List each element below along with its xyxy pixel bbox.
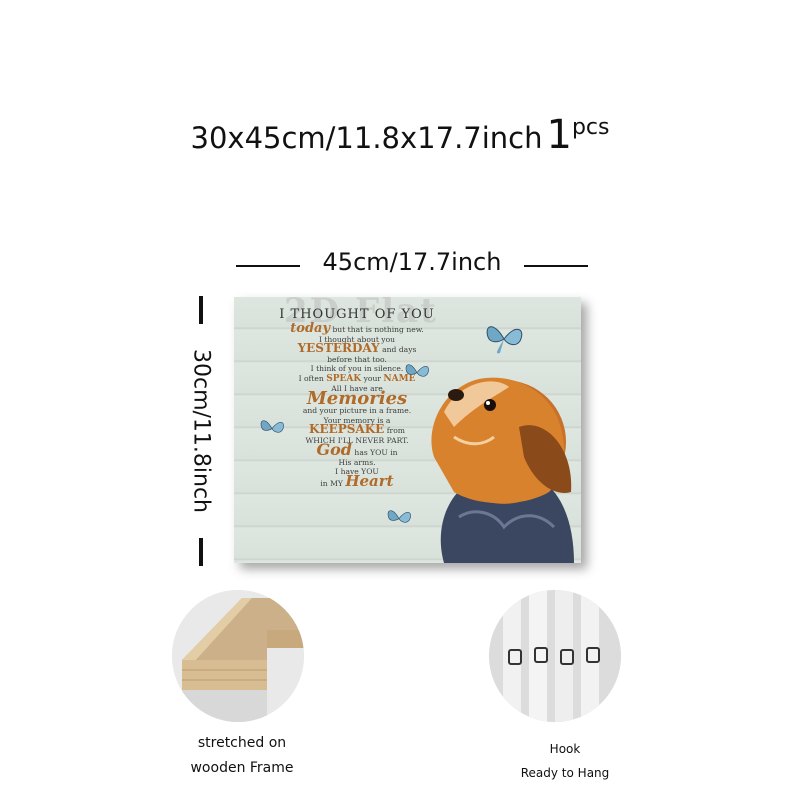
poem-line: I thought about you — [318, 334, 396, 344]
dog-illustration — [431, 377, 574, 563]
product-size-title: 30x45cm/11.8x17.7inch 1pcs — [0, 112, 800, 158]
poem-line: All I have are — [331, 384, 383, 393]
frame-caption-line1: stretched on — [197, 735, 287, 751]
width-dimension: 45cm/17.7inch — [236, 248, 588, 282]
poem-line: God has YOU in — [316, 440, 398, 459]
hook-detail — [489, 590, 621, 722]
butterfly-icon — [486, 326, 523, 354]
poem-line: I have YOU — [335, 467, 379, 476]
wooden-frame-image — [172, 590, 304, 722]
poem-line: today but that is nothing new. — [290, 321, 424, 336]
size-text: 30x45cm/11.8x17.7inch — [190, 121, 543, 155]
poem-line: KEEPSAKE from — [309, 422, 405, 436]
hook-caption-line2: Ready to Hang — [520, 766, 610, 780]
wooden-frame-detail — [172, 590, 304, 722]
hook-caption: Hook Ready to Hang — [500, 737, 630, 785]
poem-line: WHICH I'LL NEVER PART. — [305, 435, 409, 445]
poem-line: His arms. — [338, 457, 376, 467]
frame-caption: stretched on wooden Frame — [172, 731, 312, 781]
butterfly-icon — [260, 420, 284, 433]
poem-line: in MY Heart — [320, 471, 394, 490]
hook-image — [489, 590, 621, 722]
quantity-number: 1 — [546, 112, 572, 158]
butterfly-icon — [405, 364, 429, 377]
width-line-right — [524, 265, 588, 267]
height-label: 30cm/11.8inch — [188, 348, 214, 514]
height-tick-bottom — [199, 538, 203, 566]
width-line-left — [236, 265, 300, 267]
canvas-print: 2D Flat I THOUGHT OF YOU today but that … — [234, 297, 581, 563]
poem-line: and your picture in a frame. — [302, 406, 412, 415]
poem-heading: I THOUGHT OF YOU — [279, 307, 435, 322]
poem-line: Memories — [306, 387, 408, 409]
poem-line: YESTERDAY and days — [297, 341, 417, 355]
frame-caption-line2: wooden Frame — [190, 760, 294, 776]
poem-line: before that too. — [327, 354, 387, 364]
width-label: 45cm/17.7inch — [322, 248, 502, 276]
height-dimension: 30cm/11.8inch — [186, 296, 216, 566]
height-tick-top — [199, 296, 203, 324]
quantity-unit: pcs — [571, 115, 610, 140]
poem-line: Your memory is a — [323, 415, 391, 425]
poem-text: I THOUGHT OF YOU today but that is nothi… — [252, 307, 462, 488]
poem-line: I think of you in silence. — [310, 364, 404, 373]
hook-caption-line1: Hook — [549, 742, 581, 756]
watermark: 2D Flat — [284, 297, 438, 331]
butterfly-icon — [387, 510, 411, 523]
poem-line: I often SPEAK your NAME — [298, 373, 416, 384]
